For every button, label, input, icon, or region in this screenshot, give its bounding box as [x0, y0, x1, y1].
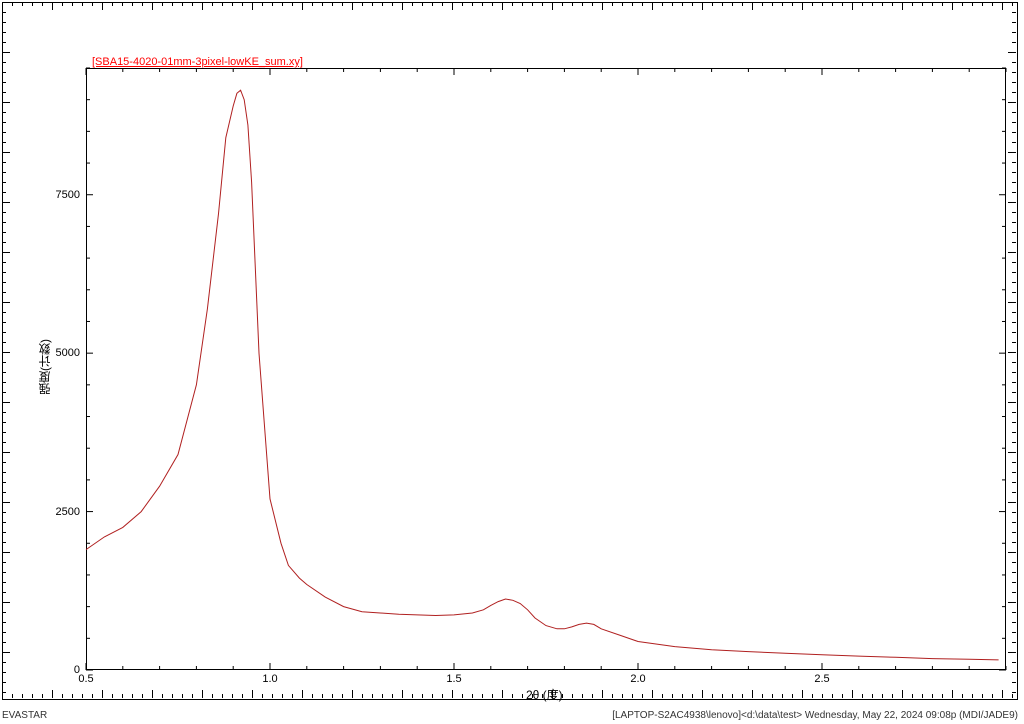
xrd-curve	[86, 90, 999, 660]
status-left: EVASTAR	[2, 710, 47, 721]
status-bar: EVASTAR [LAPTOP-S2AC4938\lenovo]<d:\data…	[2, 710, 1018, 721]
chart-svg	[0, 0, 1024, 724]
status-right: [LAPTOP-S2AC4938\lenovo]<d:\data\test> W…	[612, 710, 1018, 721]
